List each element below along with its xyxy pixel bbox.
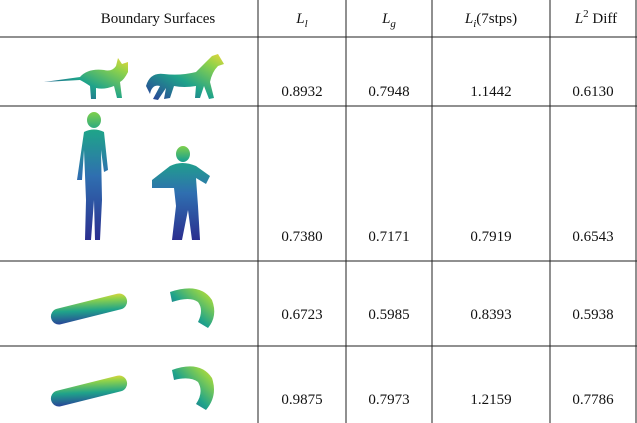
header-symbol: L — [381, 11, 390, 27]
header-suffix: (7stps) — [476, 11, 517, 27]
header-cell: Boundary Surfaces — [101, 11, 216, 27]
table-cell: 0.7786 — [572, 392, 614, 408]
table-cell: 0.7171 — [368, 229, 409, 245]
surface-thumbnails — [44, 54, 224, 410]
header-cell: Lg — [381, 11, 396, 30]
header-symbol: L — [295, 11, 304, 27]
table-cell: 0.5985 — [368, 307, 409, 323]
header-suffix: Diff — [589, 11, 617, 27]
header-symbol: L — [464, 11, 473, 27]
table-cell: 0.7948 — [368, 84, 409, 100]
header-superscript: 2 — [583, 8, 589, 20]
header-subscript: g — [390, 18, 396, 30]
table-cell: 0.7380 — [281, 229, 322, 245]
header-subscript: i — [473, 18, 476, 30]
table-cell: 0.5938 — [572, 307, 613, 323]
table-cell: 1.1442 — [470, 84, 511, 100]
header-cell: Ll — [295, 11, 307, 30]
table-cell: 0.8393 — [470, 307, 511, 323]
header-cell: Li(7stps) — [464, 11, 517, 30]
header-symbol: L — [574, 11, 583, 27]
table-cell: 0.7973 — [368, 392, 409, 408]
table-cell: 0.9875 — [281, 392, 322, 408]
table-cell: 0.6723 — [281, 307, 322, 323]
header-subscript: l — [305, 18, 308, 30]
header-cell: L2 Diff — [574, 8, 617, 27]
table-cell: 0.8932 — [281, 84, 322, 100]
table-cell: 0.7919 — [470, 229, 511, 245]
table-cell: 0.6130 — [572, 84, 613, 100]
table-cell: 1.2159 — [470, 392, 511, 408]
table-cell: 0.6543 — [572, 229, 613, 245]
